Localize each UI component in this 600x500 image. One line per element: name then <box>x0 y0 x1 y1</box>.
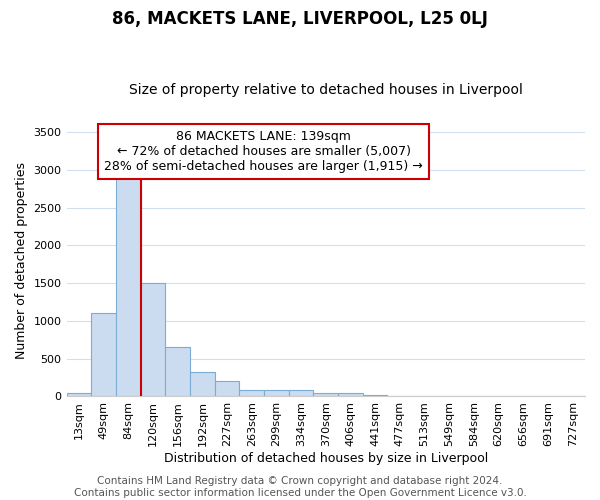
Bar <box>313 392 338 396</box>
Bar <box>190 372 215 396</box>
Bar <box>264 390 289 396</box>
Text: 86, MACKETS LANE, LIVERPOOL, L25 0LJ: 86, MACKETS LANE, LIVERPOOL, L25 0LJ <box>112 10 488 28</box>
Bar <box>91 314 116 396</box>
Bar <box>165 348 190 397</box>
Title: Size of property relative to detached houses in Liverpool: Size of property relative to detached ho… <box>129 83 523 97</box>
Bar <box>215 382 239 396</box>
Bar <box>140 283 165 397</box>
Text: 86 MACKETS LANE: 139sqm
← 72% of detached houses are smaller (5,007)
28% of semi: 86 MACKETS LANE: 139sqm ← 72% of detache… <box>104 130 423 173</box>
Text: Contains HM Land Registry data © Crown copyright and database right 2024.
Contai: Contains HM Land Registry data © Crown c… <box>74 476 526 498</box>
Bar <box>363 394 388 396</box>
Bar <box>116 174 140 396</box>
Bar <box>289 390 313 396</box>
Bar <box>338 392 363 396</box>
Bar <box>67 392 91 396</box>
Bar <box>239 390 264 396</box>
Y-axis label: Number of detached properties: Number of detached properties <box>15 162 28 359</box>
X-axis label: Distribution of detached houses by size in Liverpool: Distribution of detached houses by size … <box>164 452 488 465</box>
